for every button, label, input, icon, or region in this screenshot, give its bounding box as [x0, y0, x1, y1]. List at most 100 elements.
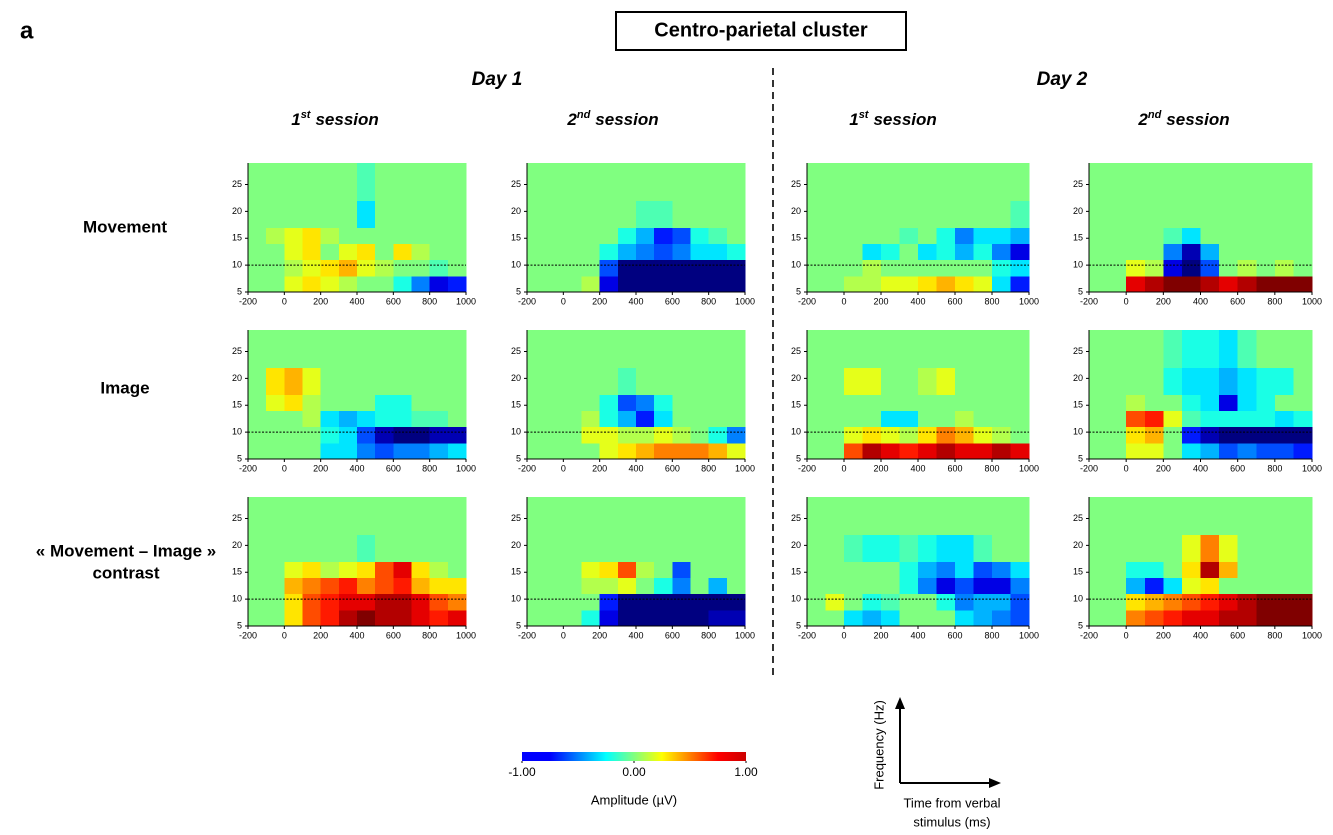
x-tick-label: 0 [841, 630, 846, 640]
heatmap-cell [393, 330, 412, 369]
y-tick-label: 15 [1073, 567, 1083, 577]
heatmap [1089, 330, 1313, 460]
heatmap-cell [563, 442, 582, 460]
y-tick-label: 20 [1073, 206, 1083, 216]
heatmap-cell [411, 577, 431, 595]
y-tick-label: 10 [232, 594, 242, 604]
y-tick-label: 10 [232, 260, 242, 270]
heatmap-cell [1126, 410, 1146, 428]
heatmap-cell [411, 609, 431, 627]
x-tick-label: 0 [282, 296, 287, 306]
x-tick-label: 200 [873, 296, 888, 306]
heatmap-cell [918, 426, 937, 444]
condition-label: Image [100, 378, 149, 397]
heatmap-cell [599, 534, 619, 562]
heatmap-cell [447, 497, 467, 536]
heatmap-cell [936, 577, 956, 595]
heatmap-cell [545, 200, 564, 228]
heatmap-cell [1107, 227, 1127, 245]
heatmap-cell [672, 394, 691, 412]
heatmap-cell [617, 593, 637, 611]
heatmap-cell [581, 259, 601, 277]
heatmap-cell [429, 367, 449, 395]
heatmap-cell [1107, 163, 1127, 202]
heatmap-cell [654, 163, 673, 202]
heatmap-cell [599, 561, 619, 579]
heatmap-cell [617, 577, 637, 595]
x-tick-label: 1000 [1302, 630, 1322, 640]
heatmap-cell [1181, 497, 1201, 536]
heatmap-cell [1144, 330, 1164, 369]
heatmap-cell [1010, 410, 1030, 428]
heatmap-cell [1237, 243, 1257, 261]
heatmap-cell [1010, 227, 1030, 245]
y-tick-label: 10 [1073, 260, 1083, 270]
heatmap-cell [881, 426, 900, 444]
heatmap-cell [1219, 259, 1239, 277]
heatmap-cell [284, 534, 303, 562]
heatmap-cell [844, 330, 863, 369]
heatmap-cell [936, 394, 956, 412]
heatmap-cell [1144, 163, 1164, 202]
heatmap-cell [726, 163, 746, 202]
heatmap-cell [936, 442, 956, 460]
heatmap-cell [807, 534, 826, 562]
heatmap-cell [973, 227, 993, 245]
heatmap-cell [375, 593, 394, 611]
heatmap-cell [1107, 200, 1127, 228]
heatmap-cell [563, 330, 582, 369]
heatmap-cell [1256, 534, 1276, 562]
heatmap-cell [1181, 330, 1201, 369]
heatmap-cell [1274, 410, 1294, 428]
heatmap-cell [825, 426, 845, 444]
heatmap-cell [545, 593, 564, 611]
heatmap-cell [807, 410, 826, 428]
heatmap-cell [1126, 367, 1146, 395]
heatmap-cell [527, 330, 546, 369]
heatmap-cell [1163, 577, 1183, 595]
heatmap-cell [844, 410, 863, 428]
heatmap-cell [1144, 227, 1164, 245]
heatmap-cell [862, 259, 882, 277]
heatmap-cell [862, 394, 882, 412]
heatmap-cell [1010, 367, 1030, 395]
heatmap-cell [672, 163, 691, 202]
heatmap-cell [393, 534, 412, 562]
x-tick-label: 600 [1230, 463, 1245, 473]
heatmap-cell [617, 609, 637, 627]
x-tick-label: 200 [313, 296, 328, 306]
heatmap-cell [375, 609, 394, 627]
heatmap-cell [862, 497, 882, 536]
session-ordinal: 2 [566, 110, 577, 129]
heatmap-cell [1126, 609, 1146, 627]
heatmap-cell [955, 534, 974, 562]
heatmap-cell [338, 442, 358, 460]
x-tick-label: 600 [665, 630, 680, 640]
heatmap-cell [1126, 275, 1146, 293]
heatmap-cell [936, 227, 956, 245]
x-tick-label: 0 [841, 296, 846, 306]
heatmap-cell [1163, 442, 1183, 460]
heatmap-cell [375, 497, 394, 536]
heatmap-cell [1293, 609, 1313, 627]
heatmap-cell [825, 497, 845, 536]
heatmap-cell [1200, 442, 1220, 460]
heatmap-cell [862, 593, 882, 611]
heatmap [248, 330, 467, 460]
heatmap-cell [447, 243, 467, 261]
heatmap-cell [807, 497, 826, 536]
y-tick-label: 5 [237, 620, 242, 630]
heatmap-cell [992, 200, 1011, 228]
heatmap-cell [411, 497, 431, 536]
heatmap-cell [1181, 275, 1201, 293]
heatmap-cell [1126, 593, 1146, 611]
heatmap-cell [320, 394, 340, 412]
heatmap-cell [1181, 259, 1201, 277]
heatmap-cell [844, 227, 863, 245]
heatmap-cell [1219, 561, 1239, 579]
heatmap-cell [581, 367, 601, 395]
heatmap-cell [357, 410, 376, 428]
y-tick-label: 5 [1078, 620, 1083, 630]
heatmap-cell [992, 497, 1011, 536]
heatmap-cell [617, 410, 637, 428]
